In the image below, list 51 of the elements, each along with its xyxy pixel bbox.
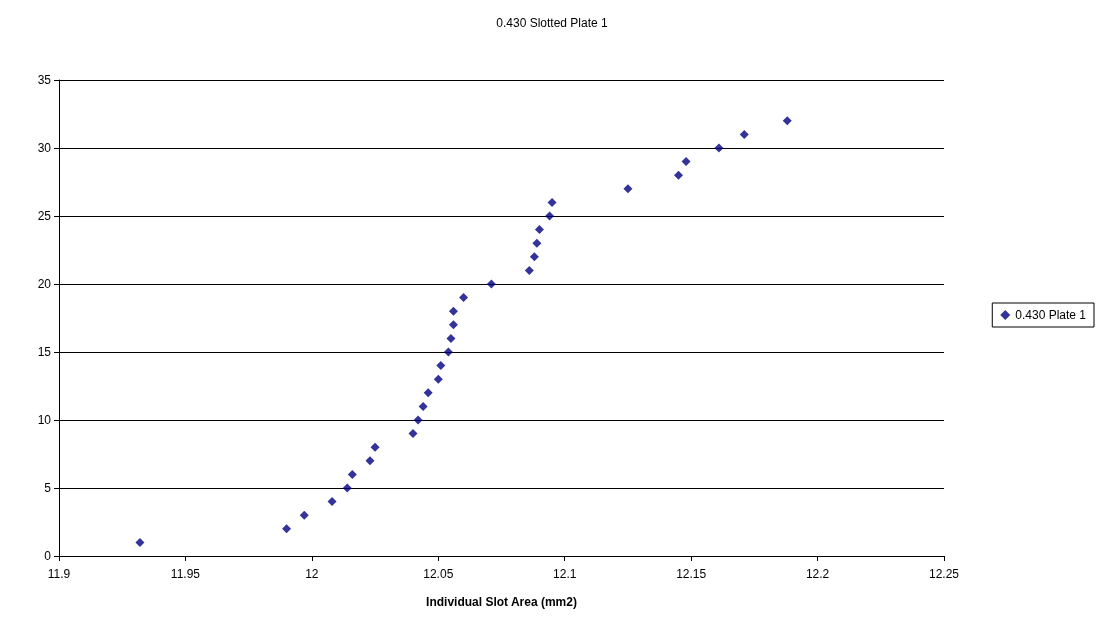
point <box>545 211 555 221</box>
x-tick-label: 12.2 <box>805 567 830 581</box>
point <box>782 116 792 126</box>
point <box>739 129 749 139</box>
point <box>282 524 292 534</box>
point <box>714 143 724 153</box>
point <box>408 429 418 439</box>
point <box>448 306 458 316</box>
point <box>342 483 352 493</box>
point <box>365 456 375 466</box>
y-tick-label: 35 <box>37 73 52 87</box>
point <box>524 265 534 275</box>
point <box>418 401 428 411</box>
point <box>327 497 337 507</box>
x-tick-label: 12.1 <box>553 567 577 581</box>
point <box>347 469 357 479</box>
chart-title: 0.430 Slotted Plate 1 <box>496 16 609 30</box>
point <box>423 388 433 398</box>
point <box>547 197 557 207</box>
y-tick-label: 10 <box>37 413 52 427</box>
point <box>529 252 539 262</box>
y-tick-label: 30 <box>37 141 52 155</box>
x-tick-label: 12.25 <box>928 567 960 581</box>
y-tick-label: 20 <box>37 277 52 291</box>
y-tick-label: 5 <box>44 481 52 495</box>
point <box>413 415 423 425</box>
x-tick-label: 12.05 <box>423 567 454 581</box>
x-tick-label: 11.95 <box>170 567 201 581</box>
legend-label: 0.430 Plate 1 <box>1015 308 1087 322</box>
x-tick-label: 11.9 <box>47 567 71 581</box>
x-axis-title: Individual Slot Area (mm2) <box>426 595 577 609</box>
point <box>446 333 456 343</box>
point <box>299 510 309 520</box>
x-tick-label: 12.15 <box>676 567 707 581</box>
point <box>681 157 691 167</box>
y-tick-label: 15 <box>37 345 52 359</box>
x-tick-label: 12 <box>305 567 319 581</box>
point <box>534 225 544 235</box>
point <box>674 170 683 180</box>
point <box>486 279 496 289</box>
point <box>135 537 145 547</box>
point <box>436 361 446 371</box>
point <box>623 184 633 194</box>
y-tick-label: 25 <box>37 209 52 223</box>
point <box>532 238 542 248</box>
point <box>448 320 458 330</box>
y-tick-label: 0 <box>44 549 52 563</box>
point <box>443 347 453 357</box>
point <box>433 374 443 384</box>
point <box>370 442 380 452</box>
point <box>459 293 469 303</box>
